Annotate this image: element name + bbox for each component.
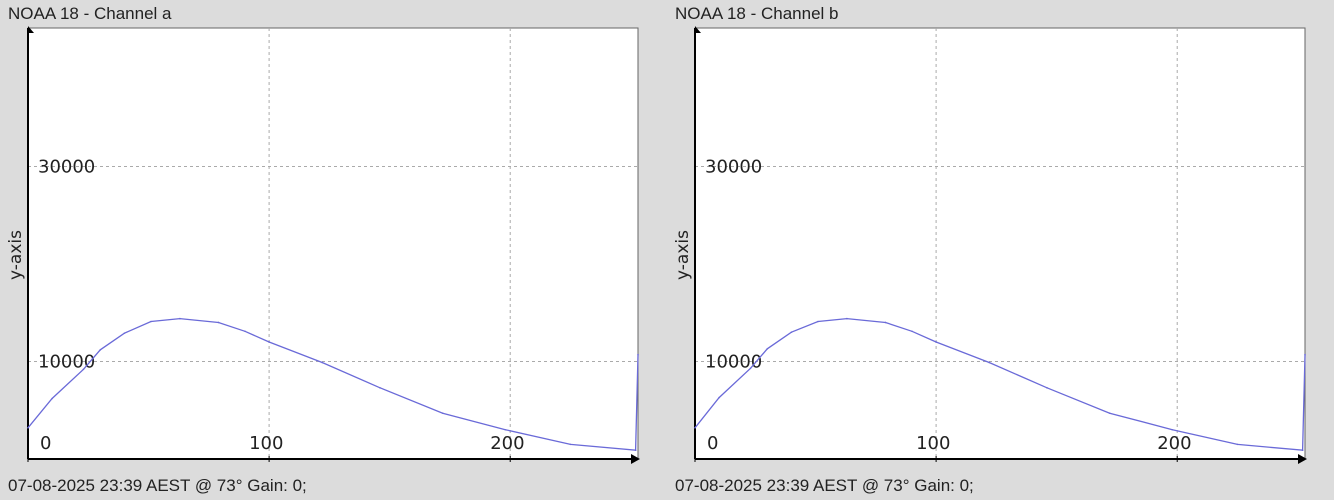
data-point — [217, 321, 220, 324]
chart-panel-b: NOAA 18 - Channel b 0 100 200 10000 30000 y-a… — [667, 0, 1334, 500]
data-point — [51, 397, 53, 400]
x-tick-label: 200 — [490, 433, 524, 454]
data-point — [268, 341, 270, 343]
y-axis-arrow — [695, 26, 701, 33]
data-point — [150, 320, 152, 323]
data-point — [1236, 443, 1239, 446]
chart-footer: 07-08-2025 23:39 AEST @ 73° Gain: 0; — [8, 476, 307, 495]
data-point — [1171, 428, 1174, 431]
data-point — [441, 412, 444, 414]
x-axis-arrow — [631, 454, 640, 464]
x-tick-label: 200 — [1157, 433, 1191, 454]
x-tick-label: 0 — [40, 433, 51, 454]
x-tick-label: 0 — [707, 433, 718, 454]
x-axis-arrow — [1298, 454, 1307, 464]
chart-title: NOAA 18 - Channel b — [675, 4, 839, 23]
data-point — [321, 361, 323, 364]
y-axis-label: y-axis — [6, 230, 26, 280]
y-tick-label: 30000 — [38, 156, 95, 177]
data-point — [935, 341, 937, 343]
data-point — [1046, 387, 1048, 389]
data-point — [988, 361, 990, 364]
data-point — [634, 449, 637, 452]
data-point — [694, 426, 696, 429]
data-point — [718, 396, 720, 399]
plot-b: 0 100 200 10000 30000 y-axis — [673, 26, 1307, 464]
data-point — [1108, 412, 1111, 414]
data-point — [123, 332, 126, 335]
data-point — [569, 443, 572, 446]
y-tick-label: 10000 — [38, 351, 95, 372]
data-point — [27, 426, 29, 429]
data-point — [1301, 449, 1304, 452]
data-point — [846, 317, 848, 320]
x-tick-label: 100 — [249, 433, 283, 454]
data-point — [749, 367, 752, 370]
chart-title: NOAA 18 - Channel a — [8, 4, 172, 23]
plot-a: 0 100 200 10000 30000 y-axis — [6, 26, 640, 464]
plot-area — [694, 27, 1306, 460]
data-point — [637, 353, 639, 356]
data-point — [504, 428, 507, 431]
data-point — [884, 321, 887, 324]
data-point — [790, 331, 793, 334]
data-point — [99, 348, 102, 351]
plot-area — [27, 27, 639, 460]
y-tick-label: 10000 — [705, 351, 762, 372]
data-point — [244, 330, 246, 333]
data-point — [379, 387, 381, 389]
x-tick-label: 100 — [916, 433, 950, 454]
data-point — [817, 320, 819, 323]
data-point — [82, 368, 85, 371]
chart-footer: 07-08-2025 23:39 AEST @ 73° Gain: 0; — [675, 476, 974, 495]
data-point — [766, 348, 769, 350]
y-axis-label: y-axis — [673, 230, 693, 280]
data-point — [911, 330, 913, 333]
data-point — [1304, 353, 1306, 356]
y-tick-label: 30000 — [705, 156, 762, 177]
data-point — [179, 317, 181, 320]
chart-panel-a: NOAA 18 - Channel a 0 100 200 10000 30000 y-a… — [6, 4, 640, 495]
y-axis-arrow — [28, 26, 34, 33]
